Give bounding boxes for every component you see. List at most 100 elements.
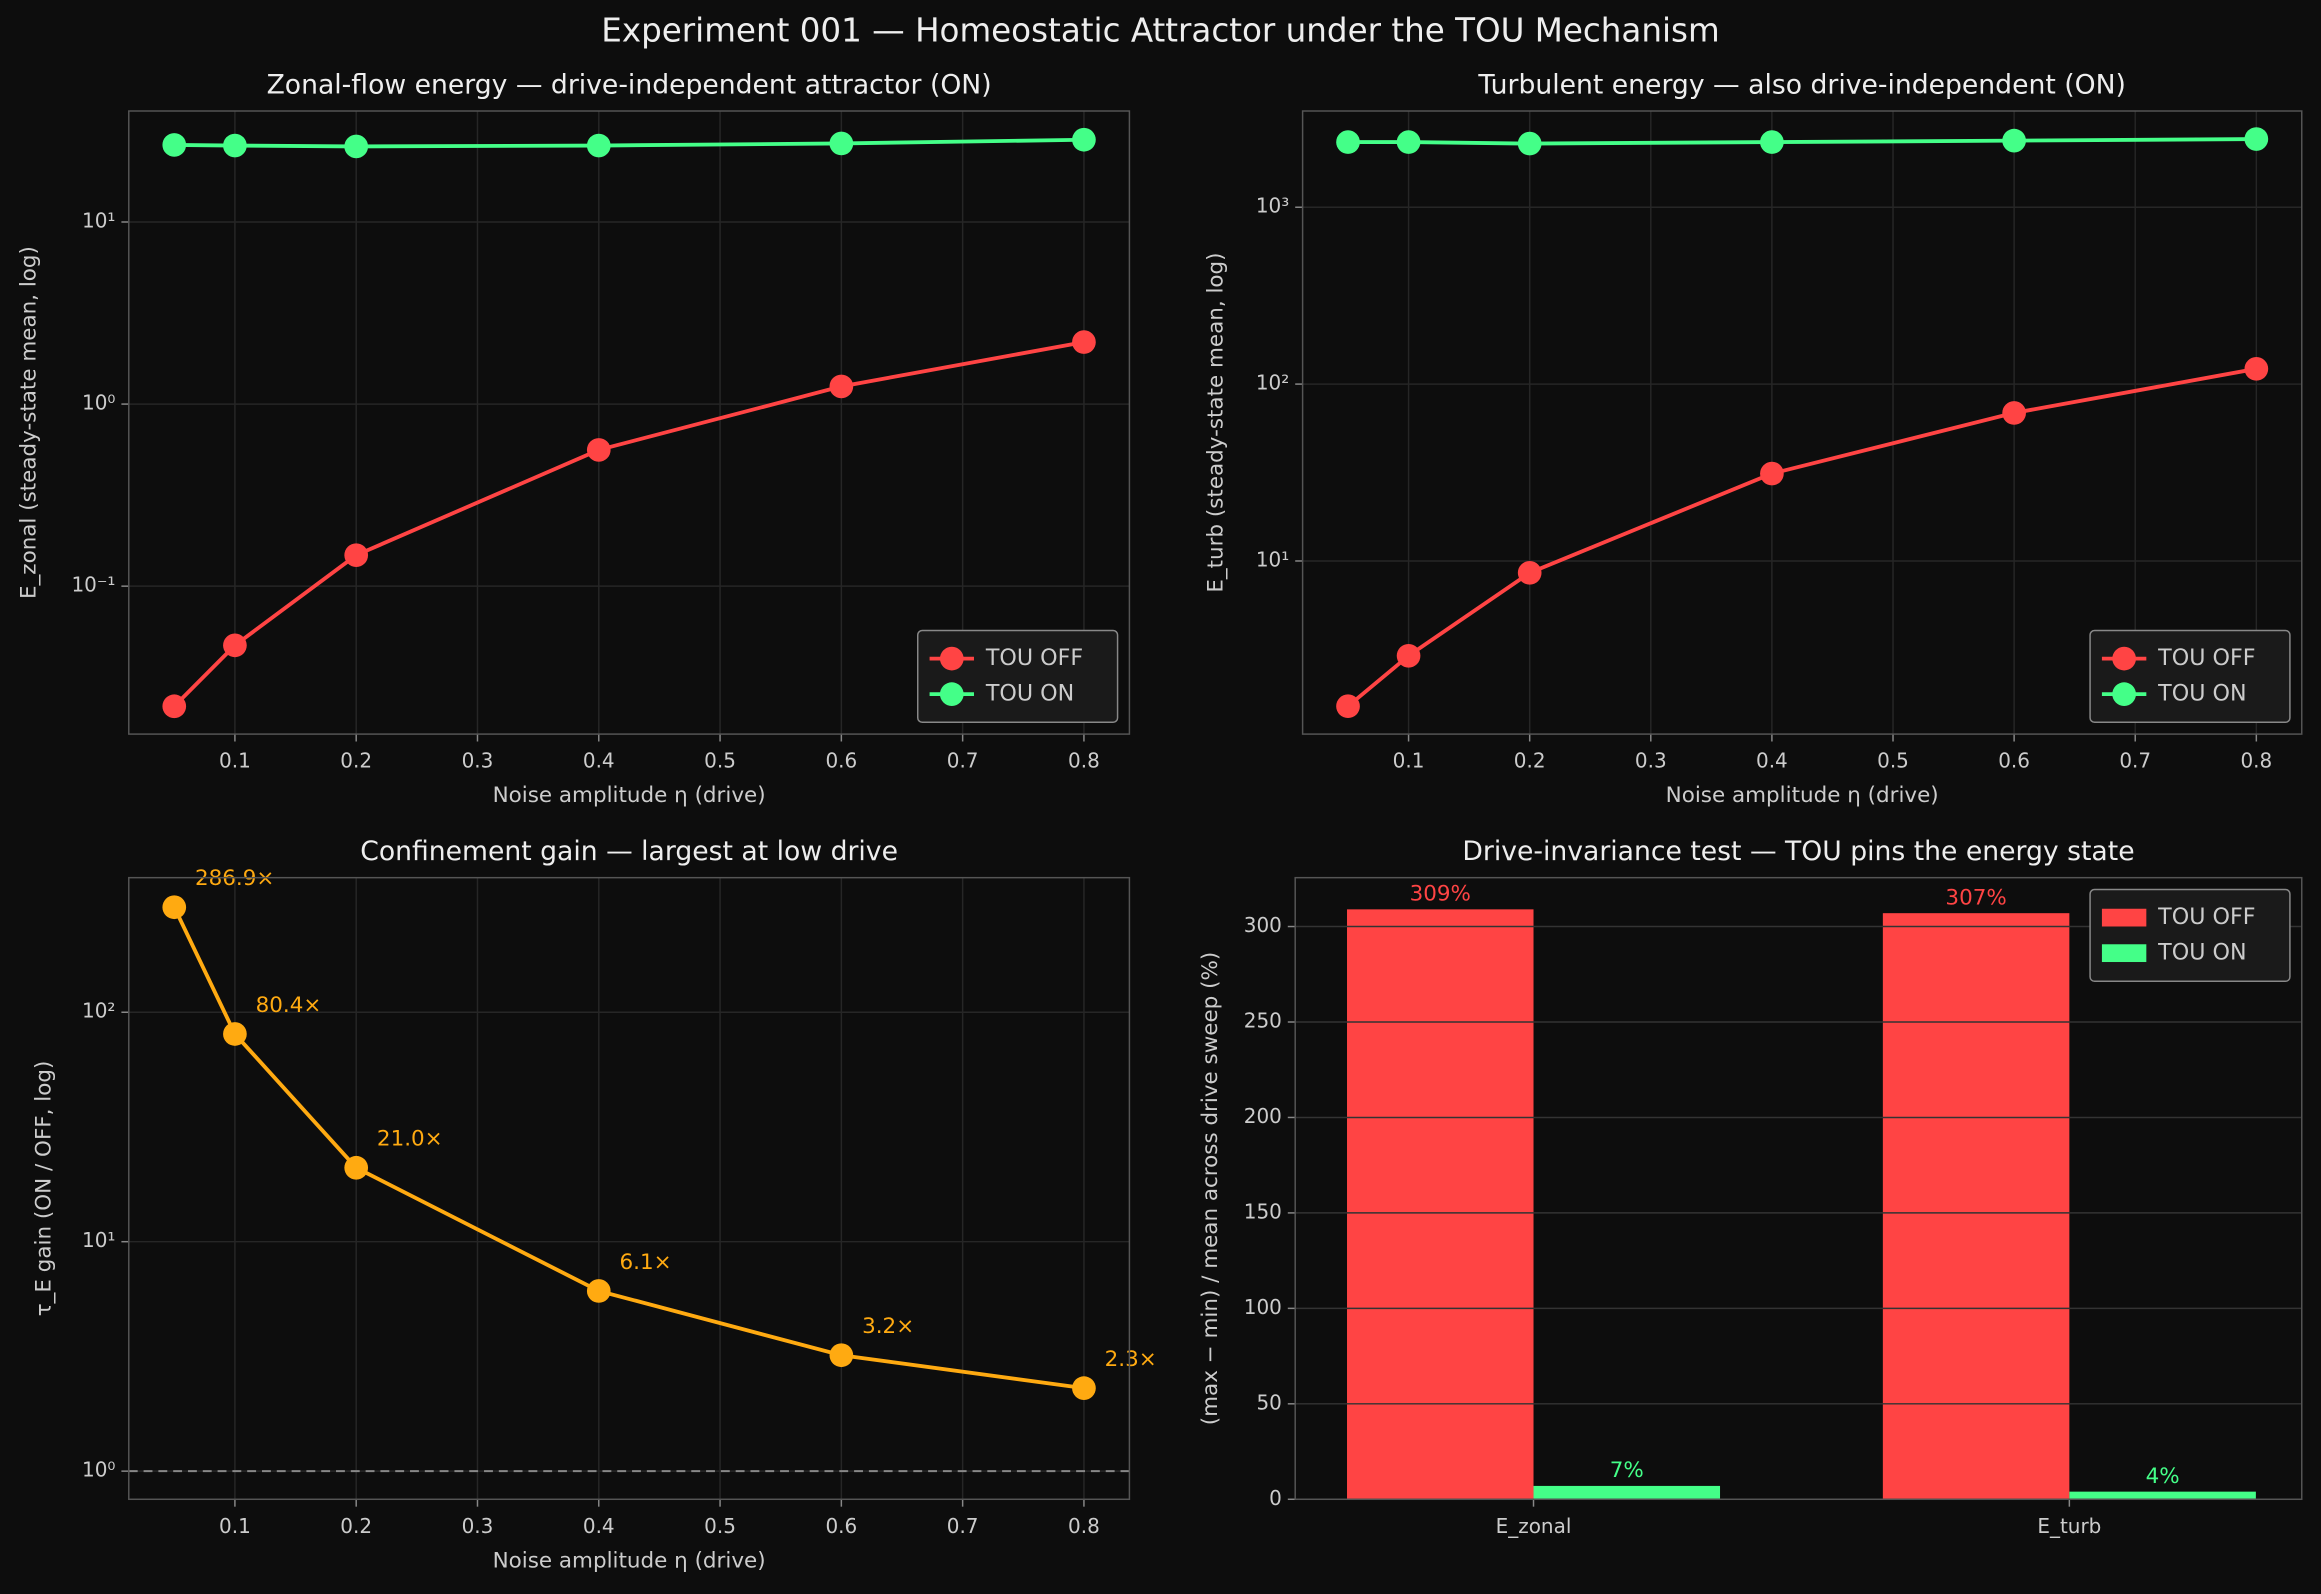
y-tick-label: 200 (1244, 1104, 1282, 1128)
x-tick-label: 0.7 (947, 1514, 979, 1538)
x-axis-label: Noise amplitude η (drive) (493, 783, 766, 808)
data-point (2002, 128, 2026, 153)
subplot: 10⁻¹ 10⁰ 10¹ 0.1 0.2 0.3 0.4 0.5 0.6 0.7 0.8 Zonal-… (17, 69, 1131, 808)
x-tick-label: 0.8 (1068, 1514, 1100, 1538)
data-point (1760, 461, 1784, 486)
x-tick-label: 0.1 (219, 749, 251, 773)
x-tick-label: 0.2 (340, 1514, 372, 1538)
legend-label: TOU OFF (2157, 904, 2255, 930)
data-point (1517, 131, 1542, 156)
x-tick-label: 0.7 (2119, 749, 2151, 773)
series-line (172, 906, 1085, 1391)
data-point (1072, 127, 1096, 152)
data-label: 309% (1410, 882, 1471, 907)
y-tick-label: 0 (1269, 1486, 1282, 1510)
data-point (1396, 130, 1421, 154)
bar (1533, 1485, 1721, 1500)
y-tick-label: 10¹ (1256, 547, 1289, 571)
x-tick-label: 0.6 (1998, 749, 2030, 773)
data-point (344, 134, 369, 159)
bar (2069, 1491, 2256, 1500)
y-tick-label: 10⁻¹ (71, 573, 115, 597)
y-axis-label: τ_E gain (ON / OFF, log) (31, 1061, 56, 1317)
y-tick-label: 10⁰ (82, 391, 115, 415)
series-line (1346, 366, 2257, 708)
data-point (1517, 560, 1542, 585)
data-point (162, 694, 187, 719)
data-point (1336, 694, 1360, 719)
subplot: 10⁰ 10¹ 10² 0.1 0.2 0.3 0.4 0.5 0.6 0.7 0.8 Confine… (31, 836, 1156, 1573)
x-tick-label: 0.3 (462, 1514, 494, 1538)
plot-area (128, 877, 1130, 1500)
data-point (586, 133, 611, 158)
x-tick-label: E_turb (2037, 1514, 2101, 1538)
x-tick-label: 0.5 (704, 749, 736, 773)
y-tick-label: 300 (1244, 913, 1282, 937)
legend-marker (2112, 682, 2136, 706)
data-label: 286.9× (195, 866, 274, 891)
y-tick-label: 10¹ (82, 208, 115, 232)
data-label: 2.3× (1105, 1347, 1157, 1372)
figure-title: Experiment 001 — Homeostatic Attractor u… (601, 12, 1719, 50)
y-axis-label: E_turb (steady-state mean, log) (1204, 252, 1229, 592)
data-point (1072, 330, 1096, 354)
legend-box (2089, 629, 2291, 723)
x-axis-label: Noise amplitude η (drive) (493, 1548, 766, 1573)
legend-label: TOU ON (2157, 681, 2246, 707)
x-tick-label: 0.4 (583, 1514, 615, 1538)
x-tick-label: 0.5 (704, 1514, 736, 1538)
legend-label: TOU ON (985, 681, 1074, 707)
data-point (586, 438, 611, 462)
data-point (1072, 1376, 1096, 1400)
x-tick-label: 0.8 (1068, 749, 1100, 773)
data-point (2244, 356, 2269, 381)
data-point (586, 1279, 611, 1303)
data-point (1336, 130, 1360, 154)
data-point (223, 633, 247, 658)
data-label: 21.0× (377, 1127, 443, 1152)
subplot: 0 50 100 150 200 250 300 Drive-invariance test … (1198, 836, 2303, 1538)
data-label: 6.1× (619, 1250, 671, 1275)
axes-frame (128, 876, 1131, 1501)
x-tick-label: 0.1 (219, 1514, 251, 1538)
legend-marker (2112, 646, 2136, 671)
data-point (223, 133, 247, 158)
axes-frame (1294, 876, 2303, 1501)
x-tick-label: 0.2 (1514, 749, 1546, 773)
x-tick-label: 0.3 (1635, 749, 1667, 773)
data-point (1396, 643, 1421, 668)
data-point (829, 374, 854, 399)
y-tick-label: 150 (1244, 1199, 1282, 1223)
x-tick-label: 0.1 (1393, 749, 1425, 773)
legend-label: TOU OFF (2157, 645, 2255, 671)
x-tick-label: 0.5 (1877, 749, 1909, 773)
data-label: 3.2× (862, 1314, 914, 1339)
data-label: 307% (1945, 885, 2006, 910)
grid (128, 877, 1130, 1500)
subplot-title: Drive-invariance test — TOU pins the ene… (1462, 836, 2134, 867)
data-point (162, 895, 187, 920)
x-tick-label: 0.7 (947, 749, 979, 773)
grid (128, 111, 1130, 735)
data-label: 4% (2146, 1464, 2180, 1489)
y-tick-label: 10³ (1256, 194, 1289, 218)
y-axis-label: E_zonal (steady-state mean, log) (17, 246, 42, 599)
grid (1302, 111, 2302, 735)
data-point (1760, 130, 1784, 154)
bar (1882, 913, 2070, 1500)
subplot-title: Confinement gain — largest at low drive (360, 836, 898, 867)
y-tick-label: 250 (1244, 1008, 1282, 1032)
legend-swatch (2101, 908, 2147, 927)
legend-label: TOU ON (2157, 940, 2246, 966)
data-point (2244, 127, 2269, 151)
y-tick-label: 50 (1256, 1390, 1281, 1414)
data-point (829, 131, 854, 156)
x-tick-label: 0.6 (825, 1514, 857, 1538)
data-label: 7% (1610, 1458, 1644, 1483)
axes-frame (128, 110, 1131, 735)
y-tick-label: 10² (1256, 371, 1289, 395)
y-tick-label: 10² (82, 999, 115, 1023)
axes-frame (1301, 110, 2303, 735)
legend-swatch (2101, 944, 2147, 963)
